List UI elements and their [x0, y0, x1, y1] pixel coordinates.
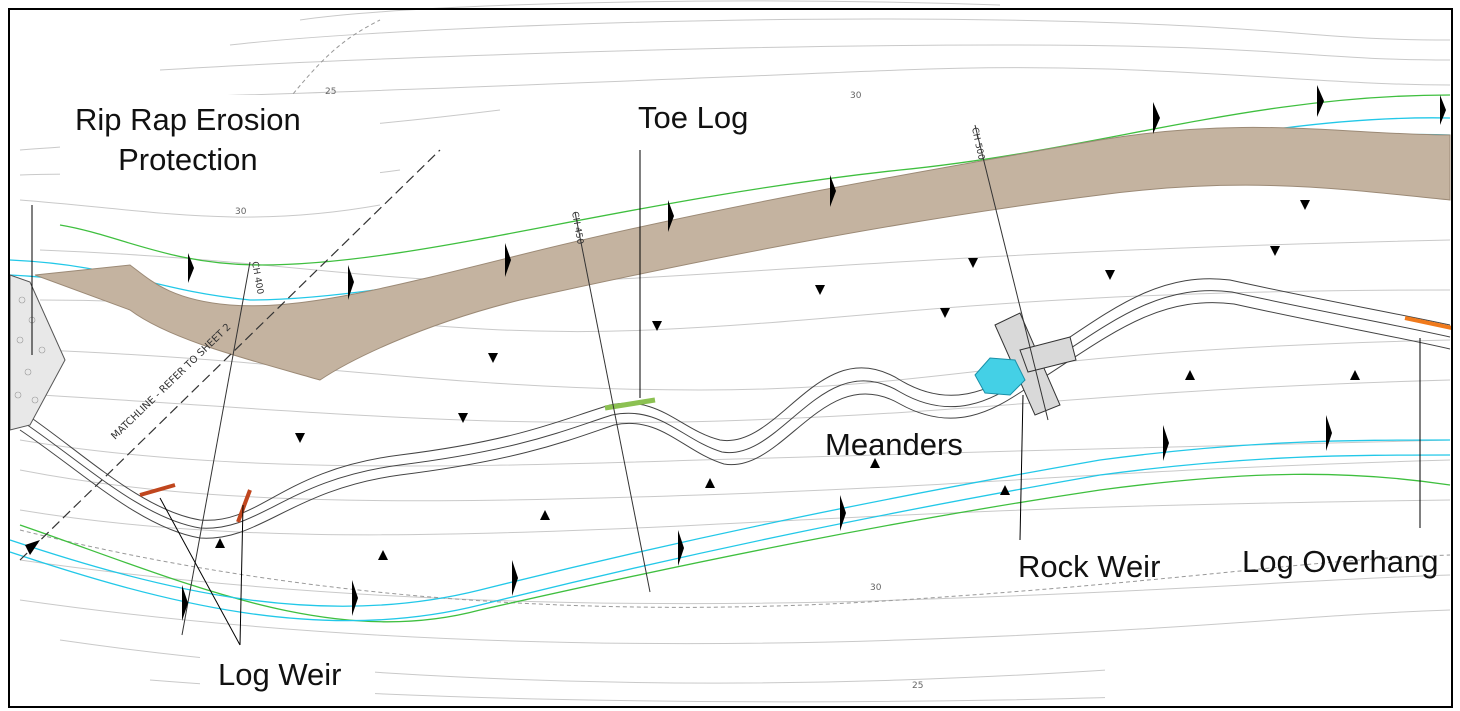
dashed-boundary-bottom: [19, 529, 1451, 608]
callout-toe-log: Toe Log: [638, 100, 749, 135]
callout-riprap-line2: Protection: [118, 142, 258, 177]
matchline-label: MATCHLINE - REFER TO SHEET 2: [109, 322, 233, 442]
dashed-boundary-top: [279, 19, 381, 111]
chainage-500-line: [974, 124, 1049, 421]
callout-bg-toelog: [600, 90, 785, 150]
pool: [974, 357, 1026, 396]
callout-meanders: Meanders: [825, 427, 963, 462]
top-of-bank-north: [59, 94, 1451, 266]
callout-bg-riprap: [60, 95, 380, 190]
chainage-450-line: [574, 211, 651, 593]
top-of-bank-south: [19, 473, 1451, 623]
callout-bg-logweir: [200, 640, 375, 700]
callout-riprap: Rip Rap Erosion Protection: [75, 100, 301, 180]
callout-rock-weir: Rock Weir: [1018, 549, 1161, 584]
chainage-500-label: CH 500: [969, 127, 986, 162]
log-weir-1: [139, 483, 176, 497]
contour-label-25-top: 25: [325, 87, 336, 97]
callout-bg-bottomright: [1105, 640, 1450, 706]
rip-rap-texture: [14, 296, 46, 404]
rip-rap-protection: [9, 274, 66, 431]
callout-log-weir: Log Weir: [218, 657, 342, 692]
callout-riprap-line1: Rip Rap Erosion: [75, 102, 301, 137]
callout-log-overhang: Log Overhang: [1242, 544, 1439, 579]
channel-fill: [34, 126, 1451, 381]
matchline: [19, 149, 441, 561]
contour-label-30-bottom: 30: [870, 583, 882, 593]
contour-label-25-bottom: 25: [912, 681, 923, 691]
chainage-450-label: CH 450: [569, 211, 585, 246]
callout-leaders: [31, 150, 1421, 646]
chainage-400-label: CH 400: [249, 261, 265, 296]
slope-markers: [25, 85, 1446, 621]
contour-label-30-left: 30: [235, 207, 247, 217]
log-weir-2: [236, 489, 252, 523]
contour-label-30-top: 30: [850, 91, 862, 101]
chainage-400-line: [181, 261, 251, 636]
log-overhang: [1404, 316, 1453, 330]
